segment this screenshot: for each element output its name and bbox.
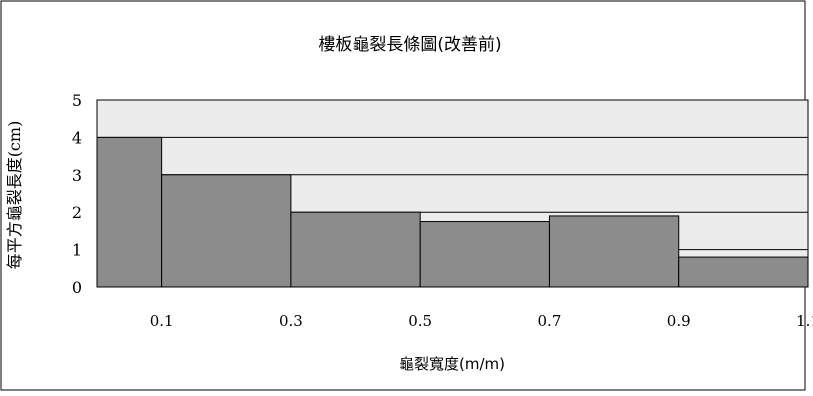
x-tick-label-0: 0.1: [150, 312, 174, 330]
x-tick-label-3: 0.7: [538, 312, 562, 330]
y-tick-label-4: 4: [72, 128, 82, 147]
y-tick-label-1: 1: [72, 241, 82, 260]
bar-2: [290, 211, 421, 288]
y-tick-label-3: 3: [72, 166, 82, 185]
y-tick-labels: 0 1 2 3 4 5: [72, 91, 82, 297]
x-tick-label-5: 1.1: [796, 312, 813, 330]
x-tick-label-1: 0.3: [279, 312, 303, 330]
bars: [96, 136, 809, 288]
y-axis-label: 每平方龜裂長度(cm): [5, 121, 24, 270]
x-tick-label-4: 0.9: [667, 312, 691, 330]
x-tick-label-2: 0.5: [408, 312, 432, 330]
bar-4: [548, 215, 680, 288]
chart-title: 樓板龜裂長條圖(改善前): [318, 35, 501, 55]
x-axis-label: 龜裂寬度(m/m): [399, 355, 505, 373]
bar-1: [161, 174, 292, 288]
bar-0: [96, 136, 163, 288]
y-tick-label-0: 0: [72, 278, 82, 297]
bar-5: [678, 256, 809, 288]
bar-3: [419, 221, 550, 288]
x-tick-labels: 0.1 0.3 0.5 0.7 0.9 1.1: [150, 312, 813, 330]
y-tick-label-2: 2: [72, 203, 82, 222]
y-tick-label-5: 5: [72, 91, 82, 110]
